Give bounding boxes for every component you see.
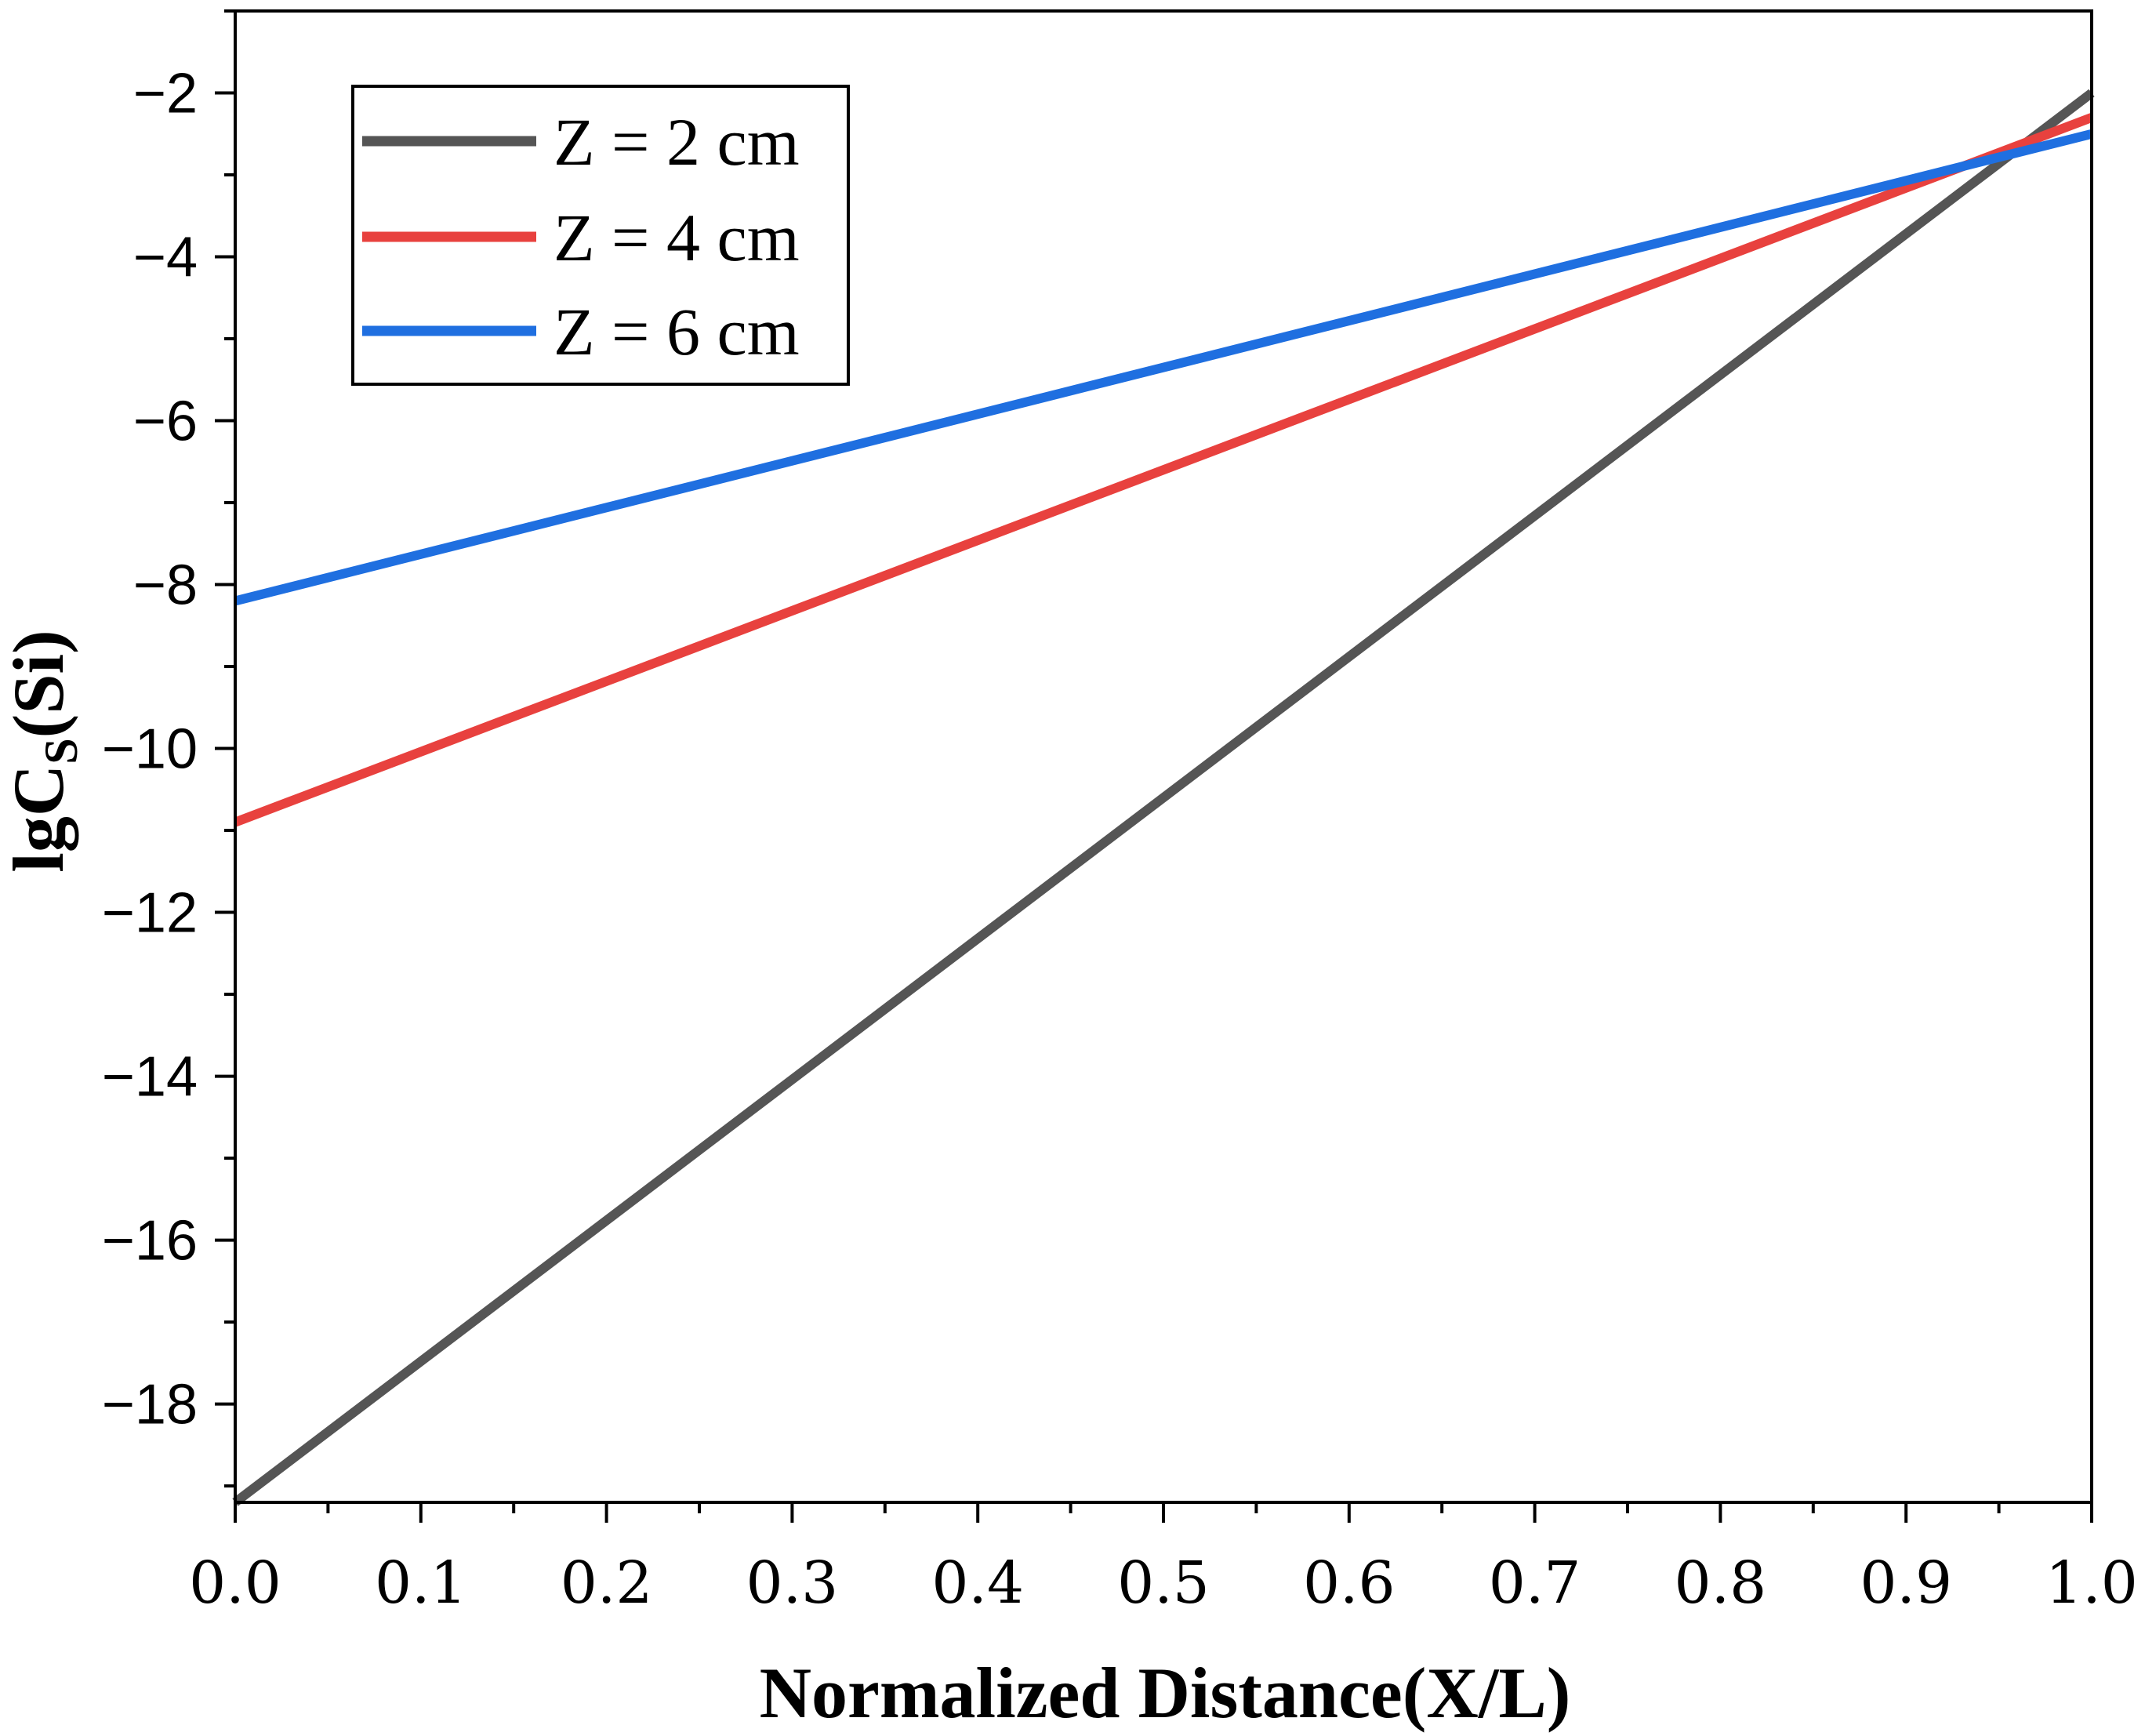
x-tick-label: 0.0	[189, 1549, 281, 1617]
x-tick-label: 0.5	[1117, 1549, 1210, 1617]
series-line-1	[232, 89, 2095, 1506]
y-tick-label: −2	[133, 63, 198, 125]
legend: Z = 2 cm Z = 4 cm Z = 6 cm	[351, 85, 850, 386]
legend-label-z4: Z = 4 cm	[553, 200, 800, 275]
x-tick-label: 0.1	[375, 1549, 467, 1617]
series-line-2	[233, 113, 2094, 827]
y-tick-label: −6	[133, 390, 198, 453]
y-tick-label: −16	[102, 1210, 198, 1273]
y-tick-label: −18	[102, 1374, 198, 1436]
y-axis-tick-labels: −18 −16 −14 −12 −10 −8 −6 −4 −2	[102, 63, 198, 1436]
x-tick-label: 0.2	[561, 1549, 653, 1617]
y-tick-label: −10	[102, 718, 198, 781]
x-tick-label: 0.4	[931, 1549, 1024, 1617]
x-tick-label: 0.3	[746, 1549, 839, 1617]
y-axis-title-suffix: (Si)	[0, 630, 78, 738]
y-axis-title: lgCS(Si)	[0, 630, 87, 872]
y-axis-title-main: lgC	[0, 764, 78, 873]
legend-label-z2: Z = 2 cm	[553, 104, 800, 180]
x-tick-label: 0.9	[1860, 1549, 1952, 1617]
x-tick-label: 0.6	[1303, 1549, 1396, 1617]
x-tick-label: 1.0	[2045, 1549, 2138, 1617]
x-axis-tick-labels: 0.0 0.1 0.2 0.3 0.4 0.5 0.6 0.7 0.8 0.9 1.0	[189, 1549, 2138, 1617]
y-tick-label: −8	[133, 554, 198, 617]
series-lines	[232, 89, 2095, 1506]
x-axis-ticks	[234, 1502, 2093, 1523]
x-axis-title: Normalized Distance(X/L)	[760, 1653, 1571, 1733]
y-tick-label: −12	[102, 882, 198, 945]
y-tick-label: −4	[133, 227, 198, 289]
y-axis-title-subscript: S	[35, 738, 87, 764]
series-line-3	[234, 129, 2093, 606]
x-tick-label: 0.8	[1675, 1549, 1767, 1617]
legend-label-z6: Z = 6 cm	[553, 294, 800, 369]
y-tick-label: −14	[102, 1046, 198, 1109]
x-tick-label: 0.7	[1489, 1549, 1581, 1617]
y-axis-ticks	[215, 9, 235, 1488]
